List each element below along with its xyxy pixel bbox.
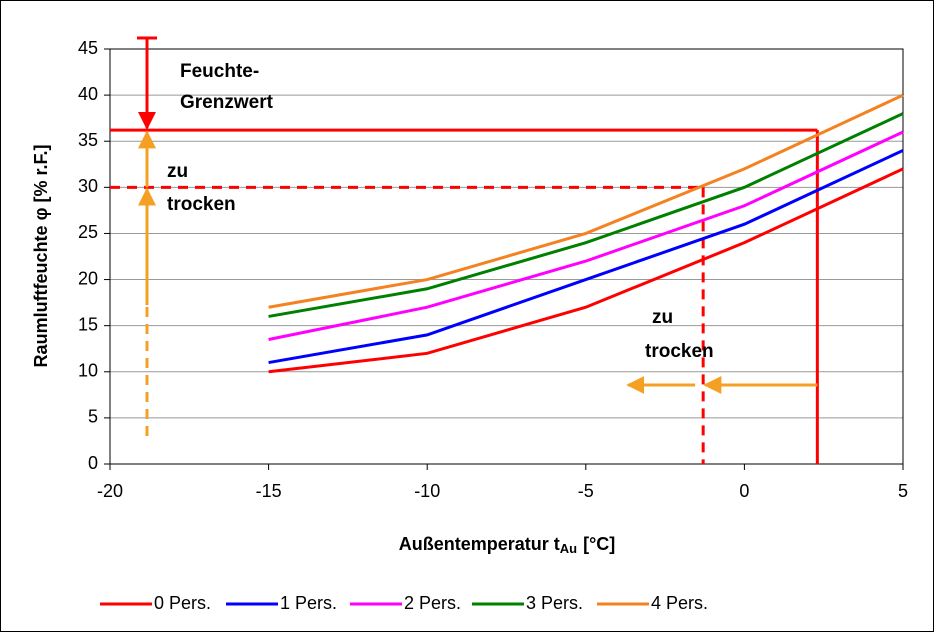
series-line bbox=[268, 93, 904, 309]
legend-label: 4 Pers. bbox=[651, 593, 708, 613]
x-axis-label: Außentemperatur tAu [°C] bbox=[399, 534, 616, 557]
series-line bbox=[268, 167, 904, 374]
x-tick-label: 0 bbox=[739, 481, 749, 501]
y-axis-label: Raumluftfeuchte φ [% r.F.] bbox=[31, 145, 51, 368]
annotation: trocken bbox=[167, 194, 236, 215]
legend-label: 1 Pers. bbox=[280, 593, 337, 613]
legend-label: 3 Pers. bbox=[526, 593, 583, 613]
x-tick-label: -20 bbox=[97, 481, 123, 501]
x-tick-label: -10 bbox=[414, 481, 440, 501]
x-tick-label: -15 bbox=[256, 481, 282, 501]
y-tick-label: 0 bbox=[88, 453, 98, 473]
annotation: trocken bbox=[645, 341, 714, 362]
y-tick-label: 35 bbox=[78, 130, 98, 150]
legend-label: 0 Pers. bbox=[154, 593, 211, 613]
x-tick-label: 5 bbox=[898, 481, 908, 501]
annotation: zu bbox=[652, 307, 673, 328]
y-tick-label: 20 bbox=[78, 268, 98, 288]
y-tick-label: 30 bbox=[78, 176, 98, 196]
series-line bbox=[268, 112, 904, 318]
legend-label: 2 Pers. bbox=[404, 593, 461, 613]
x-tick-label: -5 bbox=[578, 481, 594, 501]
annotation: Feuchte- bbox=[180, 61, 259, 82]
y-tick-label: 10 bbox=[78, 361, 98, 381]
y-tick-label: 45 bbox=[78, 38, 98, 58]
plot-frame bbox=[109, 48, 904, 465]
annotation: zu bbox=[167, 161, 188, 182]
y-tick-label: 5 bbox=[88, 407, 98, 427]
y-tick-label: 15 bbox=[78, 314, 98, 334]
y-tick-label: 40 bbox=[78, 84, 98, 104]
series-line bbox=[268, 130, 904, 341]
y-tick-label: 25 bbox=[78, 222, 98, 242]
series-line bbox=[268, 149, 904, 365]
annotation: Grenzwert bbox=[180, 92, 274, 113]
